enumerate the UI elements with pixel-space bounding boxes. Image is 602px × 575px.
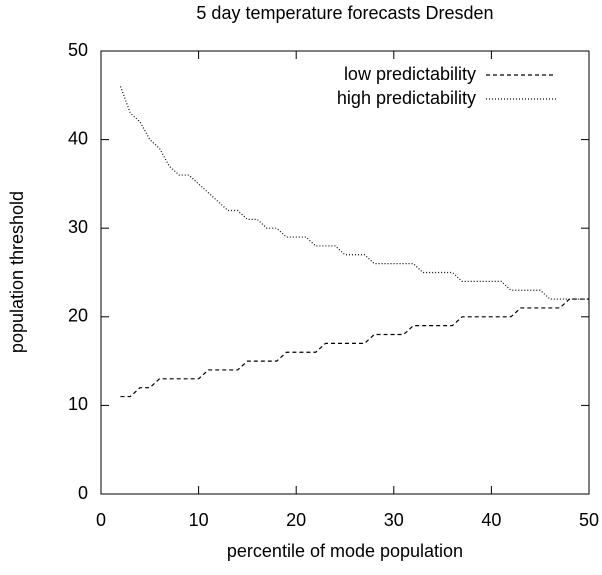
series-line xyxy=(119,86,589,300)
legend-label: low predictability xyxy=(344,64,476,84)
chart-title: 5 day temperature forecasts Dresden xyxy=(196,3,493,23)
x-tick-label: 10 xyxy=(189,510,209,530)
x-tick-label: 20 xyxy=(286,510,306,530)
x-tick-label: 0 xyxy=(96,510,106,530)
y-tick-label: 10 xyxy=(68,394,88,414)
y-tick-label: 20 xyxy=(68,306,88,326)
y-tick-label: 40 xyxy=(68,128,88,148)
x-axis-label: percentile of mode population xyxy=(227,541,463,561)
x-tick-label: 40 xyxy=(481,510,501,530)
series-line xyxy=(120,298,589,398)
x-tick-label: 30 xyxy=(384,510,404,530)
plot-frame xyxy=(100,50,590,495)
y-tick-label: 50 xyxy=(68,40,88,60)
y-axis-label: population threshold xyxy=(7,191,27,353)
y-tick-label: 0 xyxy=(78,483,88,503)
x-tick-label: 50 xyxy=(579,510,599,530)
legend-label: high predictability xyxy=(337,88,476,108)
y-tick-label: 30 xyxy=(68,217,88,237)
